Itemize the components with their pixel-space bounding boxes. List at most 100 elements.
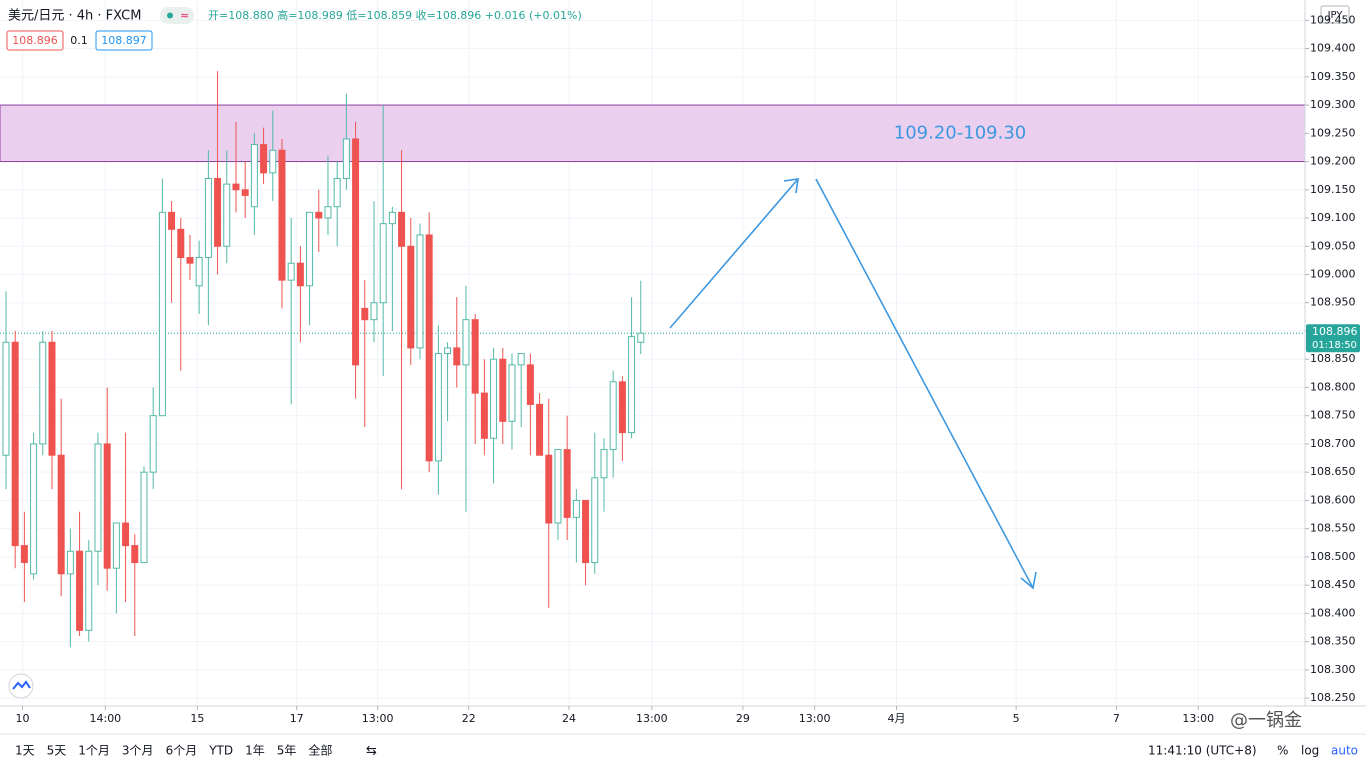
candle-body <box>637 332 645 343</box>
x-tick-label: 15 <box>190 712 204 725</box>
range-button[interactable]: 6个月 <box>166 744 198 758</box>
y-tick-label: 109.000 <box>1310 267 1356 280</box>
candle-body <box>57 454 65 575</box>
candle-body <box>232 183 240 191</box>
y-tick-label: 109.450 <box>1310 13 1356 26</box>
candle-body <box>122 522 130 547</box>
range-button[interactable]: 1年 <box>245 744 265 758</box>
zone-label: 109.20-109.30 <box>894 122 1026 143</box>
candle-body <box>582 499 590 564</box>
candle-body <box>260 144 268 174</box>
candle-body <box>168 211 176 230</box>
candle-body <box>361 307 369 321</box>
plot-area <box>0 0 1306 706</box>
range-button[interactable]: 1个月 <box>78 744 110 758</box>
y-tick-label: 108.700 <box>1310 437 1356 450</box>
candle-body <box>287 262 295 281</box>
range-button[interactable]: 1天 <box>15 744 35 758</box>
candle-body <box>434 353 442 462</box>
candle-body <box>453 347 461 366</box>
candle-body <box>536 403 544 456</box>
x-tick-label: 24 <box>562 712 576 725</box>
countdown: 01:18:50 <box>1312 340 1357 351</box>
candle-body <box>85 550 93 631</box>
candle-body <box>444 347 452 355</box>
y-tick-label: 108.500 <box>1310 550 1356 563</box>
scale-option[interactable]: log <box>1301 744 1319 758</box>
candle-body <box>39 341 47 445</box>
y-tick-label: 109.100 <box>1310 211 1356 224</box>
compare-icon[interactable]: ⇆ <box>366 744 377 759</box>
y-tick-label: 108.300 <box>1310 663 1356 676</box>
ohlc-legend: 开=108.880 高=108.989 低=108.859 收=108.896 … <box>208 8 582 22</box>
x-tick-label: 13:00 <box>1182 712 1214 725</box>
y-tick-label: 109.050 <box>1310 239 1356 252</box>
y-tick-label: 108.650 <box>1310 465 1356 478</box>
ask: 108.897 <box>101 34 147 47</box>
arrow-down <box>815 178 1034 589</box>
bid-box[interactable] <box>6 30 64 51</box>
candle-body <box>352 138 360 366</box>
candle-body <box>76 550 84 631</box>
range-button[interactable]: 全部 <box>308 743 332 758</box>
last-price-box <box>1306 324 1360 353</box>
candle-body <box>149 415 157 473</box>
logo-mark <box>12 680 31 690</box>
candle-body <box>572 499 580 518</box>
y-tick-label: 109.300 <box>1310 98 1356 111</box>
y-tick-label: 109.200 <box>1310 155 1356 168</box>
y-tick-label: 108.750 <box>1310 409 1356 422</box>
y-tick-label: 108.450 <box>1310 578 1356 591</box>
x-tick-label: 13:00 <box>362 712 394 725</box>
y-tick-label: 108.400 <box>1310 606 1356 619</box>
arrow-up <box>669 178 799 329</box>
candle-body <box>554 449 562 524</box>
last-price-label: 108.896 <box>1312 325 1358 338</box>
candle-body <box>591 477 599 564</box>
candle-body <box>278 149 286 281</box>
candle-body <box>370 302 378 321</box>
candle-body <box>131 545 139 564</box>
range-button[interactable]: YTD <box>208 744 233 758</box>
y-tick-label: 109.350 <box>1310 70 1356 83</box>
candle-body <box>425 234 433 462</box>
candle-body <box>462 319 470 366</box>
candle-body <box>48 341 56 456</box>
candle-body <box>379 223 387 304</box>
x-tick-label: 10 <box>16 712 30 725</box>
scale-option[interactable]: % <box>1277 744 1288 758</box>
spread: 0.1 <box>70 34 88 47</box>
y-tick-label: 108.550 <box>1310 522 1356 535</box>
candle-body <box>186 257 194 264</box>
candle-body <box>11 341 19 547</box>
candle-body <box>66 550 74 575</box>
candle-body <box>416 234 424 349</box>
candle-body <box>140 471 148 564</box>
y-tick-label: 108.850 <box>1310 352 1356 365</box>
scale-option[interactable]: auto <box>1331 744 1358 758</box>
x-tick-label: 5 <box>1013 712 1020 725</box>
candle-body <box>103 443 111 569</box>
range-button[interactable]: 5天 <box>47 744 67 758</box>
range-button[interactable]: 3个月 <box>122 744 154 758</box>
currency-box[interactable] <box>1320 5 1350 24</box>
y-tick-label: 108.800 <box>1310 380 1356 393</box>
candle-body <box>20 545 28 564</box>
y-tick-label: 108.600 <box>1310 493 1356 506</box>
candle-body <box>407 245 415 349</box>
status-dot <box>167 12 173 19</box>
x-tick-label: 4月 <box>888 712 906 725</box>
x-tick-label: 17 <box>290 712 304 725</box>
candle-body <box>315 211 323 219</box>
candle-body <box>112 522 120 569</box>
range-button[interactable]: 5年 <box>277 744 297 758</box>
symbol-title: 美元/日元 · 4h · FXCM <box>8 9 141 24</box>
candle-body <box>499 358 507 422</box>
candle-body <box>250 144 258 208</box>
candle-body <box>195 257 203 287</box>
ask-box[interactable] <box>95 30 153 51</box>
status-pill[interactable] <box>160 7 194 24</box>
candle-body <box>517 353 525 366</box>
candle-body <box>508 364 516 422</box>
